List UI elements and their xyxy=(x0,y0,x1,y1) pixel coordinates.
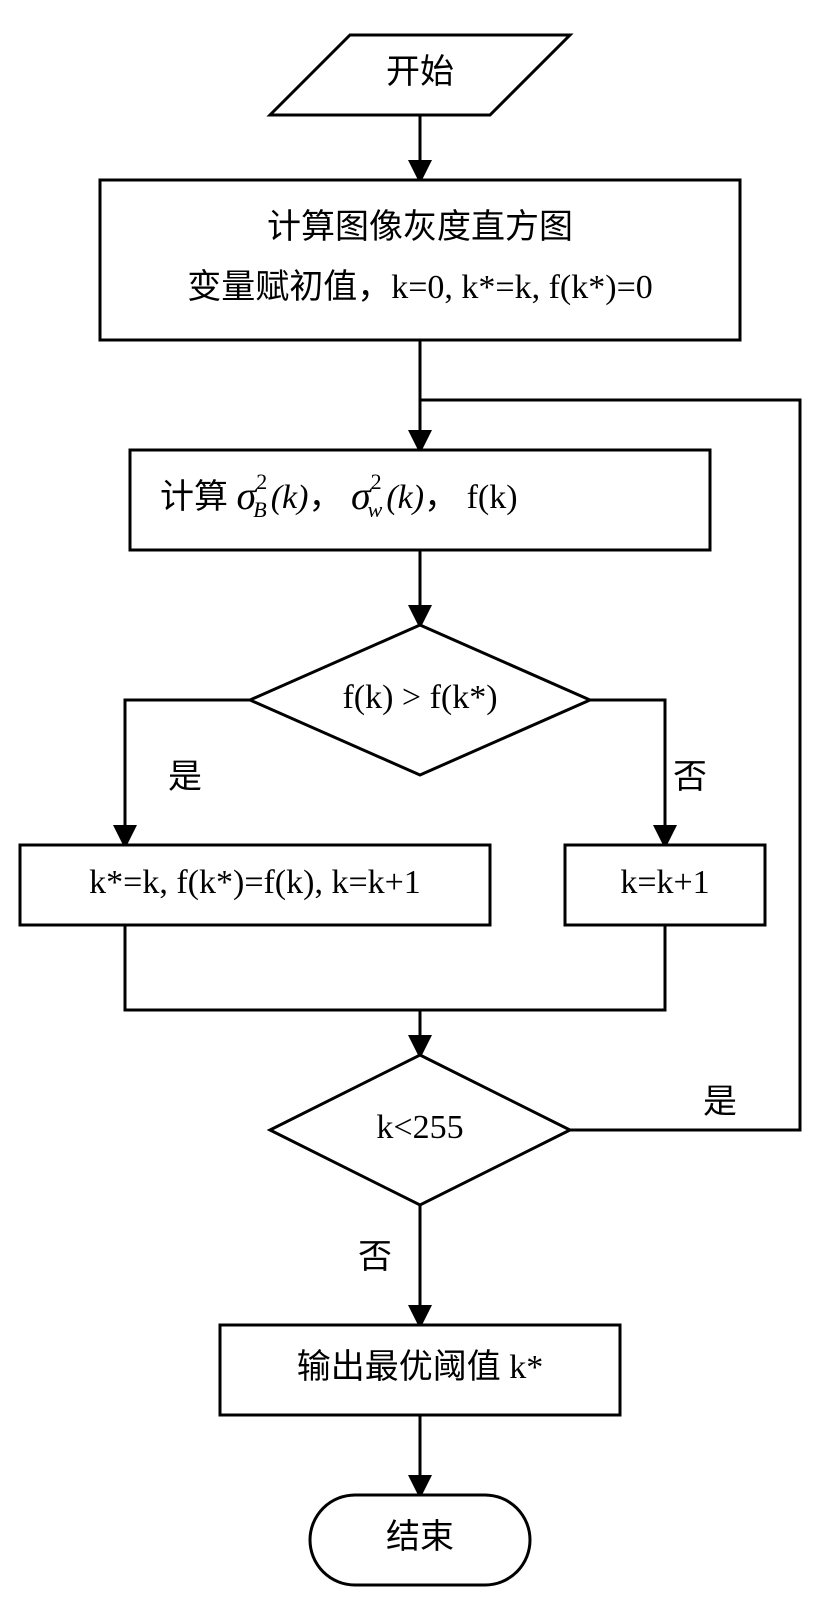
node-nobox: k=k+1 xyxy=(565,845,765,925)
node-shape-init xyxy=(100,180,740,340)
node-cmp: f(k) > f(k*) xyxy=(250,625,590,775)
edge-e5 xyxy=(590,700,665,845)
node-label-cmp: f(k) > f(k*) xyxy=(342,679,497,716)
node-calc: 计算 σ2B(k)， σ2w(k)， f(k) xyxy=(130,450,710,550)
nodes-layer: 开始计算图像灰度直方图变量赋初值，k=0, k*=k, f(k*)=0 计算 σ2… xyxy=(20,35,765,1585)
node-label-init-line1: 变量赋初值，k=0, k*=k, f(k*)=0 xyxy=(187,268,653,306)
node-label-start: 开始 xyxy=(386,53,454,91)
node-label-init-line0: 计算图像灰度直方图 xyxy=(267,208,573,246)
node-end: 结束 xyxy=(310,1495,530,1585)
node-out: 输出最优阈值 k* xyxy=(220,1325,620,1415)
node-label-end: 结束 xyxy=(386,1518,454,1556)
node-label-yesbox: k*=k, f(k*)=f(k), k=k+1 xyxy=(89,864,421,901)
edge-label-e4: 是 xyxy=(168,759,202,796)
node-loop: k<255 xyxy=(270,1055,570,1205)
edge-e7 xyxy=(420,925,665,1010)
node-label-nobox: k=k+1 xyxy=(620,864,709,901)
edge-label-e10: 否 xyxy=(358,1239,392,1276)
node-label-out: 输出最优阈值 k* xyxy=(297,1348,544,1386)
edge-label-e5: 否 xyxy=(673,759,707,796)
node-start: 开始 xyxy=(270,35,570,115)
flowchart-canvas: 是否是否开始计算图像灰度直方图变量赋初值，k=0, k*=k, f(k*)=0计… xyxy=(0,0,840,1616)
node-init: 计算图像灰度直方图变量赋初值，k=0, k*=k, f(k*)=0 xyxy=(100,180,740,340)
edge-e6 xyxy=(125,925,420,1010)
node-label-loop: k<255 xyxy=(376,1109,463,1146)
node-yesbox: k*=k, f(k*)=f(k), k=k+1 xyxy=(20,845,490,925)
edge-label-e9: 是 xyxy=(703,1084,737,1121)
